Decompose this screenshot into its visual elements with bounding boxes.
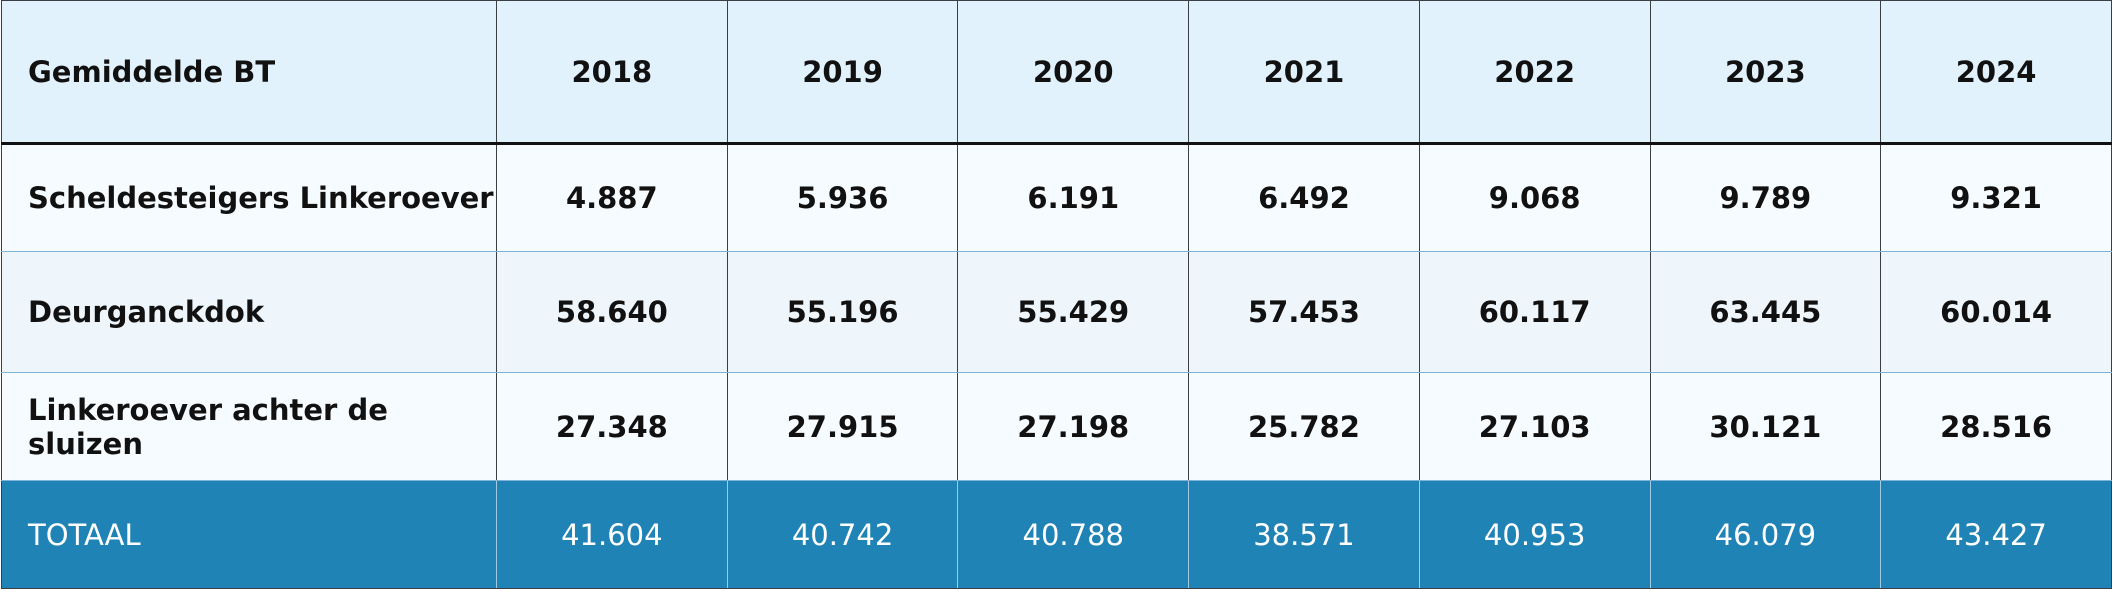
total-value: 38.571 xyxy=(1188,480,1420,589)
year-header: 2022 xyxy=(1418,0,1651,145)
value-cell: 27.198 xyxy=(957,372,1190,481)
year-header: 2023 xyxy=(1649,0,1882,145)
value-cell: 60.117 xyxy=(1418,251,1651,373)
total-value: 46.079 xyxy=(1649,480,1882,589)
total-value: 43.427 xyxy=(1880,480,2112,589)
value-cell: 9.789 xyxy=(1649,143,1882,252)
value-cell: 60.014 xyxy=(1880,251,2112,373)
year-header: 2021 xyxy=(1188,0,1420,145)
value-cell: 30.121 xyxy=(1649,372,1882,481)
value-cell: 58.640 xyxy=(496,251,728,373)
value-cell: 28.516 xyxy=(1880,372,2112,481)
row-label: Linkeroever achter de sluizen xyxy=(1,372,497,481)
total-value: 40.953 xyxy=(1418,480,1651,589)
value-cell: 4.887 xyxy=(496,143,728,252)
data-row: Scheldesteigers Linkeroever 4.887 5.936 6.1… xyxy=(1,143,2112,252)
value-cell: 63.445 xyxy=(1649,251,1882,373)
value-cell: 5.936 xyxy=(726,143,959,252)
header-row: Gemiddelde BT 2018 2019 2020 2021 2022 2023 202… xyxy=(1,0,2112,145)
total-value: 40.788 xyxy=(957,480,1190,589)
value-cell: 57.453 xyxy=(1188,251,1420,373)
value-cell: 27.348 xyxy=(496,372,728,481)
row-label: Deurganckdok xyxy=(1,251,497,373)
value-cell: 27.103 xyxy=(1418,372,1651,481)
value-cell: 55.196 xyxy=(726,251,959,373)
value-cell: 6.191 xyxy=(957,143,1190,252)
row-label: Scheldesteigers Linkeroever xyxy=(1,143,497,252)
total-value: 41.604 xyxy=(496,480,728,589)
value-cell: 9.321 xyxy=(1880,143,2112,252)
data-row: Linkeroever achter de sluizen 27.348 27.91… xyxy=(1,372,2112,481)
year-header: 2020 xyxy=(957,0,1190,145)
value-cell: 6.492 xyxy=(1188,143,1420,252)
total-value: 40.742 xyxy=(726,480,959,589)
value-cell: 27.915 xyxy=(726,372,959,481)
year-header: 2024 xyxy=(1880,0,2112,145)
total-row: TOTAAL 41.604 40.742 40.788 38.571 40.953 46.0… xyxy=(1,480,2112,589)
year-header: 2018 xyxy=(496,0,728,145)
value-cell: 9.068 xyxy=(1418,143,1651,252)
row-header-title: Gemiddelde BT xyxy=(1,0,497,145)
value-cell: 25.782 xyxy=(1188,372,1420,481)
data-row: Deurganckdok 58.640 55.196 55.429 57.453 60.1… xyxy=(1,251,2112,373)
year-header: 2019 xyxy=(726,0,959,145)
value-cell: 55.429 xyxy=(957,251,1190,373)
total-label: TOTAAL xyxy=(1,480,497,589)
